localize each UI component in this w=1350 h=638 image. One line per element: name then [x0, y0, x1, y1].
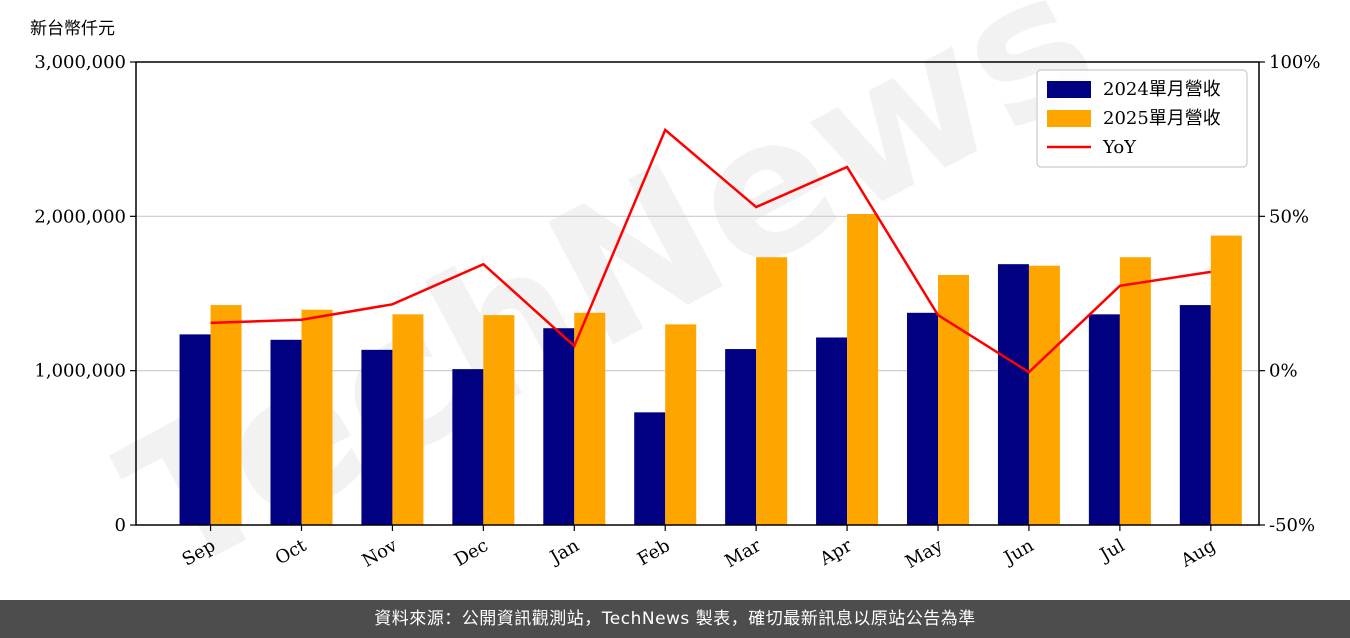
y2-tick-label: 0%: [1269, 361, 1298, 382]
yoy-line-layer: [210, 127, 1211, 374]
legend-label-1: 2025單月營收: [1103, 108, 1221, 129]
x-tick-label-nov: Nov: [359, 535, 402, 572]
y2-tick-label: -50%: [1269, 515, 1315, 536]
x-tick-label-apr: Apr: [816, 535, 856, 570]
bar-2024-dec: [452, 369, 484, 525]
bar-2024-sep: [179, 334, 211, 525]
x-tick-label-feb: Feb: [634, 535, 674, 570]
x-tick-label-aug: Aug: [1177, 535, 1220, 572]
bar-2024-aug: [1179, 305, 1211, 525]
bar-2025-jun: [1028, 265, 1060, 525]
legend-swatch-0: [1047, 81, 1091, 98]
bar-2024-jun: [997, 264, 1029, 525]
watermark: TechNews: [90, 0, 1128, 600]
bar-2024-jan: [543, 328, 575, 525]
bar-2025-sep: [210, 305, 242, 525]
bar-2025-jan: [574, 312, 606, 525]
bar-2025-may: [938, 274, 970, 525]
x-tick-label-mar: Mar: [721, 535, 765, 572]
legend: 2024單月營收 2025單月營收 YoY: [1036, 69, 1248, 168]
x-tick-label-jul: Jul: [1095, 535, 1129, 567]
y-tick-label: 1,000,000: [34, 361, 126, 382]
bar-2024-apr: [816, 337, 848, 525]
bar-2025-jul: [1119, 257, 1151, 525]
x-tick-label-jan: Jan: [545, 535, 583, 569]
y-tick-label: 0: [115, 515, 126, 536]
bar-2024-may: [907, 312, 939, 525]
bar-2024-nov: [361, 349, 393, 525]
bar-2025-apr: [847, 214, 879, 526]
legend-label-2: YoY: [1102, 137, 1137, 158]
bar-2024-mar: [725, 349, 757, 525]
y2-tick-label: 50%: [1269, 206, 1309, 227]
chart: TechNews 0 1,000,000 2,000,000 3,000,000 -50…: [34, 0, 1320, 600]
x-tick-label-may: May: [902, 535, 947, 573]
yoy-line: [210, 127, 1211, 374]
legend-label-0: 2024單月營收: [1103, 79, 1221, 100]
bar-2025-nov: [392, 314, 424, 525]
y-axis-unit-label: 新台幣仟元: [30, 19, 115, 39]
source-footer: 資料來源：公開資訊觀測站，TechNews 製表，確切最新訊息以原站公告為準: [0, 600, 1350, 638]
x-tick-label-jun: Jun: [999, 535, 1038, 570]
bar-2025-oct: [301, 309, 333, 525]
y-tick-label: 2,000,000: [34, 206, 126, 227]
bar-2025-feb: [665, 324, 697, 525]
bars: [179, 214, 1242, 526]
bar-2025-aug: [1210, 235, 1242, 525]
bar-2024-jul: [1088, 314, 1120, 525]
y-tick-label: 3,000,000: [34, 52, 126, 73]
x-tick-label-dec: Dec: [451, 535, 492, 571]
bar-2024-oct: [270, 339, 302, 525]
plot-frame: [135, 61, 1260, 526]
legend-swatch-1: [1047, 110, 1091, 127]
y2-tick-label: 100%: [1269, 52, 1320, 73]
bar-2025-dec: [483, 315, 515, 525]
bar-2024-feb: [634, 412, 666, 525]
watermark-text: TechNews: [90, 0, 1128, 600]
bar-2025-mar: [756, 257, 788, 525]
